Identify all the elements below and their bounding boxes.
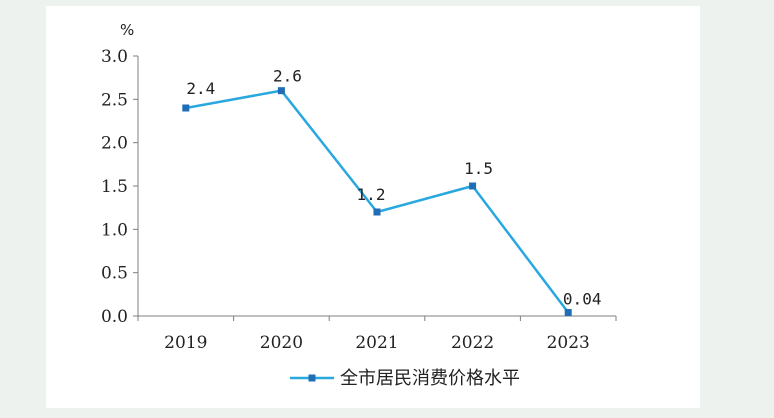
- data-point-marker: [564, 309, 572, 317]
- data-point-marker: [277, 87, 285, 95]
- x-tick-label: 2023: [547, 333, 590, 353]
- y-axis-unit: %: [120, 21, 134, 39]
- legend-label: 全市居民消费价格水平: [340, 368, 520, 389]
- data-label: 1.5: [464, 159, 493, 178]
- x-tick-labels: 2019 2020 2021 2022 2023: [164, 333, 590, 353]
- legend: 全市居民消费价格水平: [290, 368, 520, 389]
- axes: %: [120, 21, 617, 321]
- y-tick-labels: 0.0 0.5 1.0 1.5 2.0 2.5 3.0: [101, 47, 128, 327]
- x-tick-label: 2022: [451, 333, 494, 353]
- data-point-marker: [182, 104, 190, 112]
- data-label: 2.4: [186, 79, 215, 98]
- x-tick-label: 2019: [164, 333, 207, 353]
- series-line: [182, 87, 572, 317]
- y-tick-label: 2.0: [101, 134, 128, 154]
- legend-marker-swatch: [308, 374, 316, 382]
- y-tick-label: 1.0: [101, 220, 128, 240]
- x-tick-label: 2020: [260, 333, 303, 353]
- data-label: 2.6: [273, 67, 302, 86]
- y-tick-label: 1.5: [101, 177, 128, 197]
- y-tick-label: 3.0: [101, 47, 128, 67]
- data-label: 0.04: [563, 290, 602, 309]
- data-point-marker: [469, 182, 477, 190]
- data-labels: 2.4 2.6 1.2 1.5 0.04: [186, 67, 601, 309]
- data-point-marker: [373, 208, 381, 216]
- y-tick-label: 0.5: [101, 264, 128, 284]
- y-tick-label: 0.0: [101, 307, 128, 327]
- data-label: 1.2: [357, 185, 386, 204]
- x-tick-label: 2021: [355, 333, 398, 353]
- y-tick-label: 2.5: [101, 90, 128, 110]
